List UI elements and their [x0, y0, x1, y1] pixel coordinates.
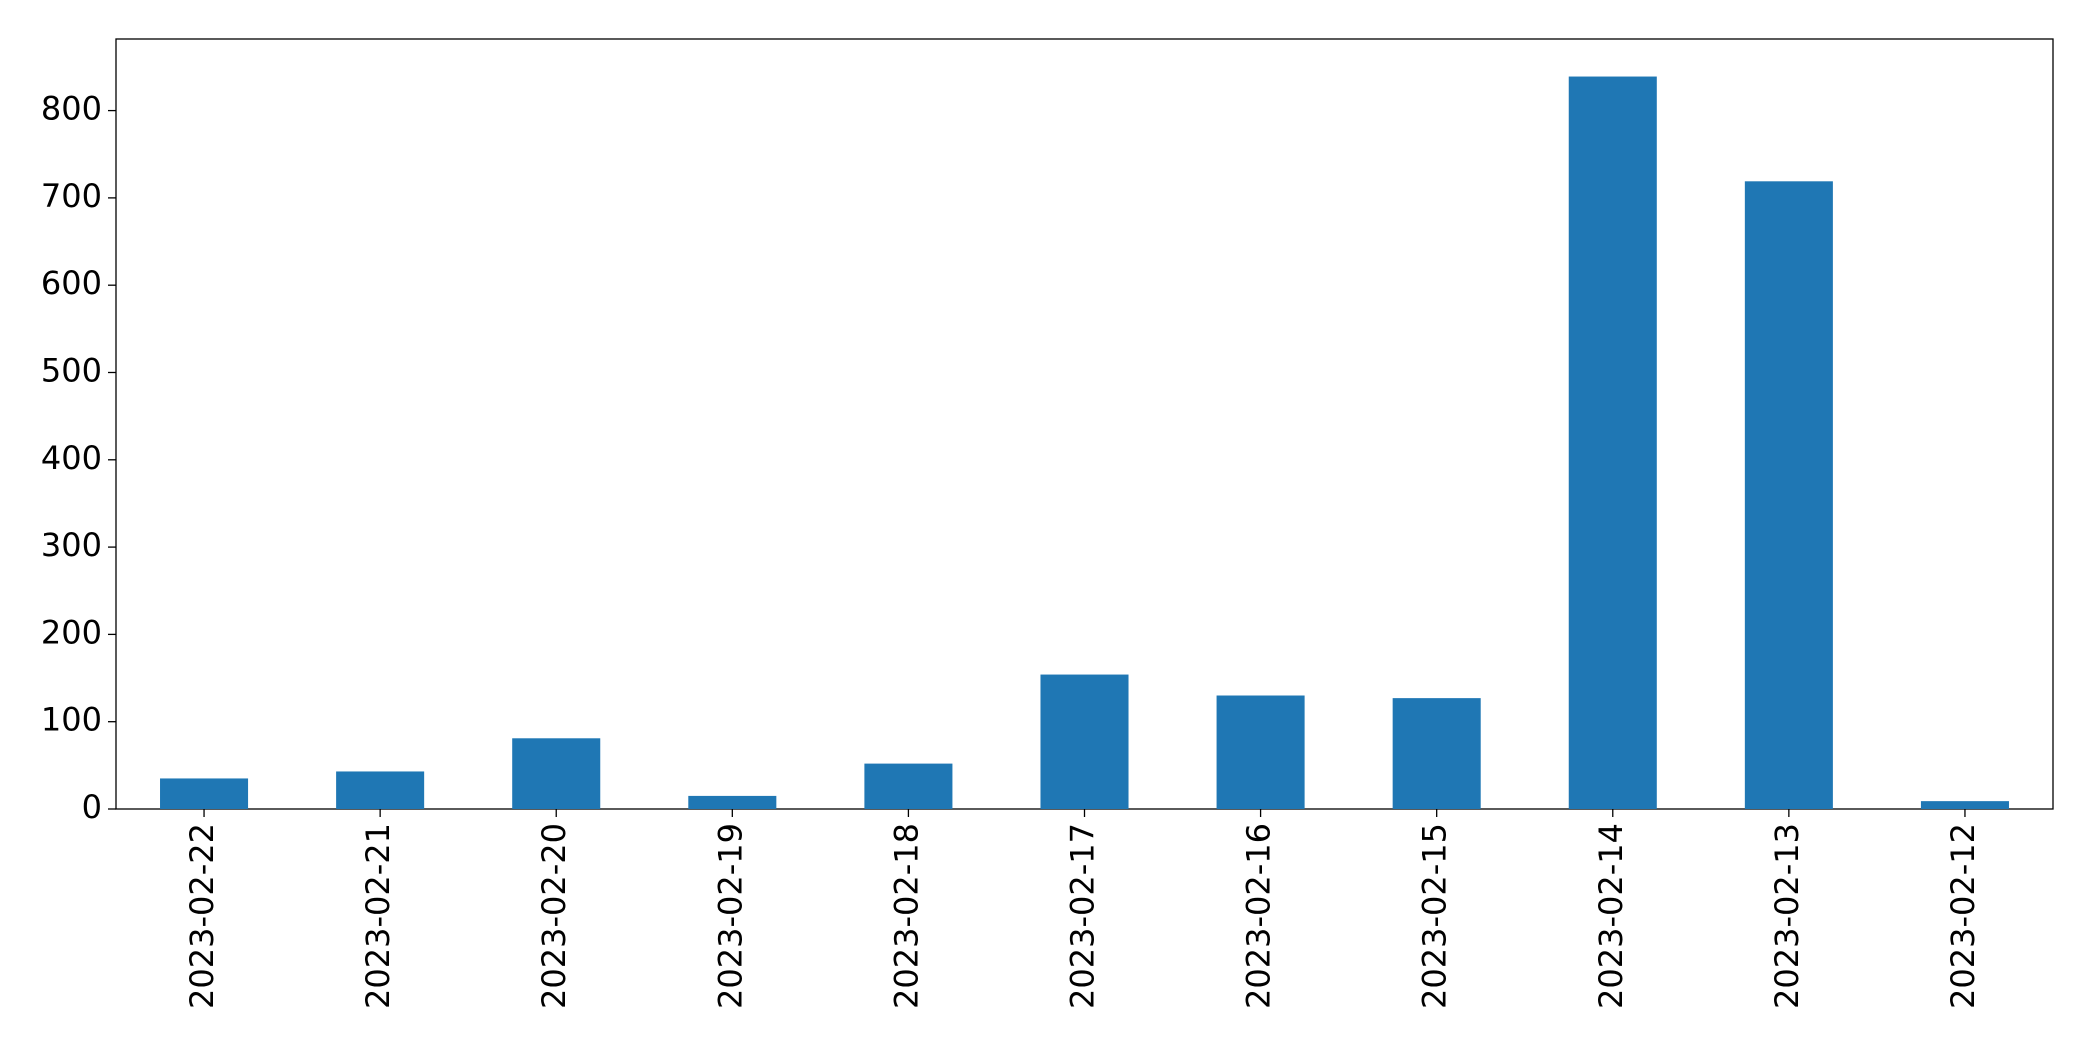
- x-tick-label: 2023-02-22: [183, 823, 221, 1009]
- bar: [1216, 695, 1305, 809]
- x-tick-label: 2023-02-16: [1240, 823, 1278, 1009]
- y-tick-label: 100: [41, 701, 102, 739]
- bar: [1040, 674, 1129, 809]
- bar: [1568, 76, 1657, 810]
- x-tick-label: 2023-02-20: [535, 823, 573, 1009]
- x-tick-label: 2023-02-18: [887, 823, 925, 1009]
- y-tick-label: 600: [41, 264, 102, 302]
- x-tick-label: 2023-02-14: [1592, 823, 1630, 1009]
- y-tick-label: 200: [41, 613, 102, 651]
- bar: [1920, 801, 2009, 809]
- bar: [1744, 181, 1833, 810]
- y-tick-label: 700: [41, 177, 102, 215]
- y-tick-label: 500: [41, 351, 102, 389]
- y-tick-label: 0: [82, 788, 102, 826]
- y-tick-label: 800: [41, 90, 102, 128]
- y-tick-label: 400: [41, 439, 102, 477]
- x-tick-label: 2023-02-19: [711, 823, 749, 1009]
- x-tick-label: 2023-02-21: [359, 823, 397, 1009]
- bar: [336, 771, 425, 809]
- bar: [864, 763, 953, 809]
- y-tick-label: 300: [41, 526, 102, 564]
- bar: [1392, 698, 1481, 809]
- x-tick-label: 2023-02-13: [1768, 823, 1806, 1009]
- bar: [688, 795, 777, 809]
- x-tick-label: 2023-02-17: [1064, 823, 1102, 1009]
- x-tick-label: 2023-02-12: [1944, 823, 1982, 1009]
- bar: [160, 778, 249, 809]
- x-tick-label: 2023-02-15: [1416, 823, 1454, 1009]
- bar: [512, 738, 601, 809]
